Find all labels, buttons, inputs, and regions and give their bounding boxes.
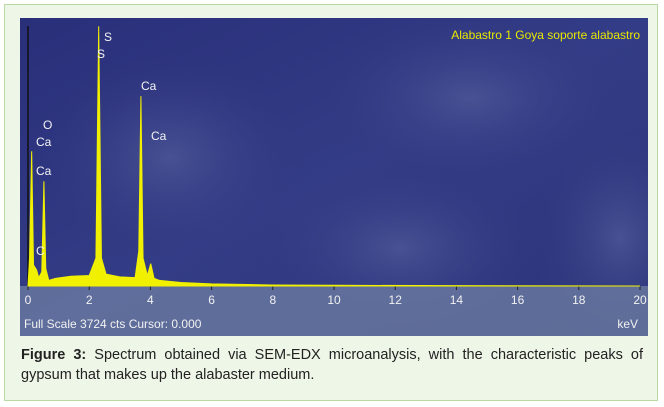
x-tick-label: 16 — [511, 293, 525, 307]
caption: Figure 3: Spectrum obtained via SEM-EDX … — [21, 345, 643, 385]
sem-texture — [310, 18, 630, 188]
x-tick-label: 14 — [450, 293, 464, 307]
x-axis-unit: keV — [617, 317, 638, 331]
spectrum-title: Alabastro 1 Goya soporte alabastro — [451, 28, 640, 42]
x-tick-label: 6 — [208, 293, 215, 307]
spectrum — [27, 26, 641, 287]
scale-info: Full Scale 3724 cts Cursor: 0.000 — [24, 317, 202, 331]
caption-text: Spectrum obtained via SEM-EDX microanaly… — [21, 347, 643, 383]
sem-texture — [30, 48, 310, 268]
x-tick-label: 18 — [572, 293, 586, 307]
x-tick-label: 0 — [25, 293, 32, 307]
peak-label: C — [36, 244, 45, 258]
peak-label: Ca — [141, 79, 157, 93]
x-tick-label: 8 — [269, 293, 276, 307]
peak-label: S — [97, 47, 105, 61]
scale-strip — [20, 286, 648, 336]
peak-label: Ca — [36, 135, 52, 149]
peak-label: Ca — [36, 164, 52, 178]
sem-texture — [530, 118, 648, 336]
x-tick-label: 10 — [327, 293, 341, 307]
peak-label: Ca — [151, 129, 167, 143]
caption-label: Figure 3: — [21, 347, 87, 363]
peak-label: S — [104, 30, 112, 44]
chart: Alabastro 1 Goya soporte alabastro Full … — [20, 18, 648, 336]
x-tick-label: 4 — [147, 293, 154, 307]
x-tick-label: 20 — [633, 293, 647, 307]
x-tick-label: 2 — [86, 293, 93, 307]
peak-label: O — [43, 118, 52, 132]
x-tick-label: 12 — [389, 293, 403, 307]
